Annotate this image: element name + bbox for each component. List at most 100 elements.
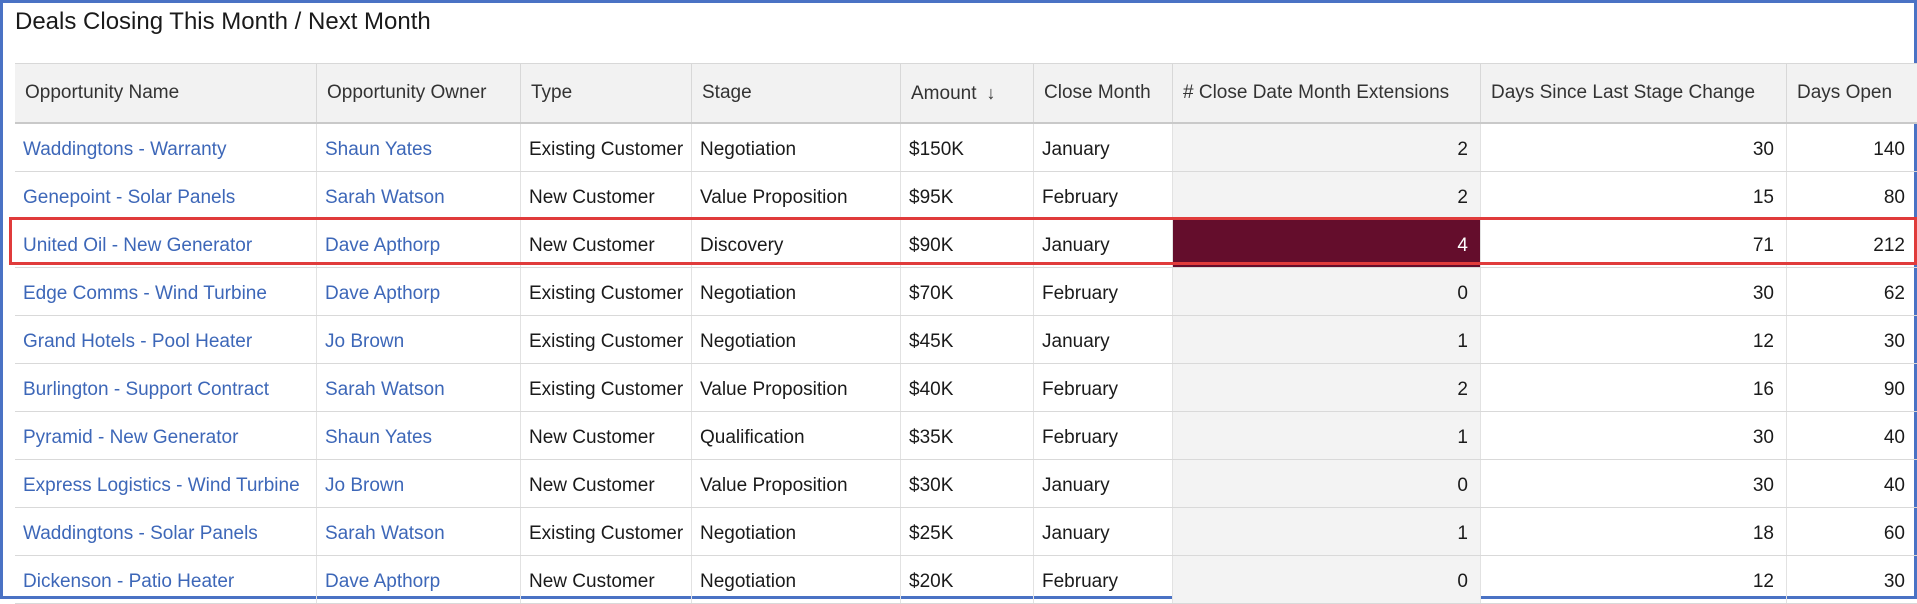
cell-days-open: 80 (1883, 187, 1905, 208)
cell-close-date-extensions: 2 (1173, 364, 1481, 411)
column-header-opportunity-name[interactable]: Opportunity Name (15, 64, 317, 122)
column-header-amount[interactable]: Amount ↓ (901, 64, 1034, 122)
cell-close-date-extensions: 1 (1173, 412, 1481, 459)
cell-days-open: 212 (1873, 235, 1905, 256)
cell-close-date-extensions: 1 (1173, 316, 1481, 363)
deals-table: Opportunity Name Opportunity Owner Type … (15, 63, 1917, 604)
cell-close-month: January (1034, 508, 1173, 555)
sort-descending-icon[interactable]: ↓ (986, 83, 996, 103)
table-row: Express Logistics - Wind Turbine Jo Brown… (15, 460, 1917, 508)
table-row: Waddingtons - Warranty Shaun Yates Existin… (15, 124, 1917, 172)
cell-opportunity-name[interactable]: Waddingtons - Warranty (15, 124, 317, 171)
cell-opportunity-owner[interactable]: Sarah Watson (317, 364, 521, 411)
cell-opportunity-owner[interactable]: Dave Apthorp (317, 268, 521, 315)
cell-close-date-extensions: 4 (1173, 220, 1481, 267)
cell-type: New Customer (521, 412, 692, 459)
cell-stage: Negotiation (692, 508, 901, 555)
cell-days-open: 40 (1883, 427, 1905, 448)
cell-opportunity-name[interactable]: Burlington - Support Contract (15, 364, 317, 411)
report-title: Deals Closing This Month / Next Month (15, 8, 431, 35)
column-header-close-month[interactable]: Close Month (1034, 64, 1173, 122)
cell-days-open: 30 (1883, 571, 1905, 592)
cell-days-open: 140 (1873, 139, 1905, 160)
cell-type: Existing Customer (521, 268, 692, 315)
cell-amount: $35K (901, 412, 1034, 459)
cell-amount: $25K (901, 508, 1034, 555)
cell-amount: $30K (901, 460, 1034, 507)
cell-days-open: 30 (1883, 331, 1905, 352)
cell-days-since-stage-change: 30 (1481, 268, 1787, 315)
cell-type: Existing Customer (521, 508, 692, 555)
cell-close-date-extensions: 1 (1173, 508, 1481, 555)
table-row: Edge Comms - Wind Turbine Dave Apthorp Exi… (15, 268, 1917, 316)
cell-opportunity-name[interactable]: Genepoint - Solar Panels (15, 172, 317, 219)
cell-days-since-stage-change: 71 (1481, 220, 1787, 267)
cell-days-since-stage-change: 12 (1481, 556, 1787, 603)
cell-close-month: January (1034, 316, 1173, 363)
cell-days-since-stage-change: 30 (1481, 412, 1787, 459)
cell-amount: $150K (901, 124, 1034, 171)
cell-close-date-extensions: 0 (1173, 268, 1481, 315)
cell-days-since-stage-change: 30 (1481, 124, 1787, 171)
cell-amount: $20K (901, 556, 1034, 603)
cell-opportunity-name[interactable]: Express Logistics - Wind Turbine (15, 460, 317, 507)
table-body: Waddingtons - Warranty Shaun Yates Existin… (15, 124, 1917, 604)
cell-opportunity-name[interactable]: Edge Comms - Wind Turbine (15, 268, 317, 315)
cell-stage: Negotiation (692, 268, 901, 315)
cell-opportunity-name[interactable]: Grand Hotels - Pool Heater (15, 316, 317, 363)
table-row: Grand Hotels - Pool Heater Jo Brown Existi… (15, 316, 1917, 364)
cell-days-since-stage-change: 18 (1481, 508, 1787, 555)
cell-opportunity-owner[interactable]: Dave Apthorp (317, 220, 521, 267)
cell-days-since-stage-change: 12 (1481, 316, 1787, 363)
cell-opportunity-name[interactable]: Waddingtons - Solar Panels (15, 508, 317, 555)
cell-opportunity-owner[interactable]: Shaun Yates (317, 124, 521, 171)
cell-close-month: February (1034, 268, 1173, 315)
cell-close-month: February (1034, 172, 1173, 219)
cell-close-month: February (1034, 556, 1173, 603)
cell-opportunity-name[interactable]: United Oil - New Generator (15, 220, 317, 267)
column-header-close-date-extensions[interactable]: # Close Date Month Extensions (1173, 64, 1481, 122)
column-header-opportunity-owner[interactable]: Opportunity Owner (317, 64, 521, 122)
cell-type: Existing Customer (521, 124, 692, 171)
cell-opportunity-owner[interactable]: Sarah Watson (317, 508, 521, 555)
table-row: Burlington - Support Contract Sarah Watso… (15, 364, 1917, 412)
cell-amount: $90K (901, 220, 1034, 267)
cell-stage: Value Proposition (692, 172, 901, 219)
column-header-days-since-stage-change[interactable]: Days Since Last Stage Change (1481, 64, 1787, 122)
cell-close-month: February (1034, 412, 1173, 459)
cell-days-open: 62 (1883, 283, 1905, 304)
cell-opportunity-owner[interactable]: Sarah Watson (317, 172, 521, 219)
cell-opportunity-owner[interactable]: Shaun Yates (317, 412, 521, 459)
cell-opportunity-owner[interactable]: Jo Brown (317, 316, 521, 363)
cell-opportunity-name[interactable]: Dickenson - Patio Heater (15, 556, 317, 603)
cell-close-month: February (1034, 364, 1173, 411)
cell-stage: Value Proposition (692, 364, 901, 411)
cell-days-open: 40 (1883, 475, 1905, 496)
table-header: Opportunity Name Opportunity Owner Type … (15, 63, 1917, 124)
column-header-amount-label: Amount (911, 83, 977, 104)
cell-opportunity-name[interactable]: Pyramid - New Generator (15, 412, 317, 459)
table-row: Waddingtons - Solar Panels Sarah Watson Ex… (15, 508, 1917, 556)
cell-days-since-stage-change: 16 (1481, 364, 1787, 411)
table-row: Pyramid - New Generator Shaun Yates New Cu… (15, 412, 1917, 460)
cell-stage: Discovery (692, 220, 901, 267)
cell-amount: $45K (901, 316, 1034, 363)
column-header-type[interactable]: Type (521, 64, 692, 122)
cell-opportunity-owner[interactable]: Dave Apthorp (317, 556, 521, 603)
column-header-days-open[interactable]: Days Open (1797, 82, 1893, 103)
cell-amount: $95K (901, 172, 1034, 219)
cell-close-date-extensions: 0 (1173, 556, 1481, 603)
table-row: Dickenson - Patio Heater Dave Apthorp New … (15, 556, 1917, 604)
cell-type: New Customer (521, 220, 692, 267)
cell-days-since-stage-change: 15 (1481, 172, 1787, 219)
cell-opportunity-owner[interactable]: Jo Brown (317, 460, 521, 507)
cell-stage: Value Proposition (692, 460, 901, 507)
cell-stage: Negotiation (692, 556, 901, 603)
table-row: United Oil - New Generator Dave Apthorp Ne… (15, 220, 1917, 268)
cell-stage: Negotiation (692, 316, 901, 363)
cell-close-month: January (1034, 124, 1173, 171)
cell-close-month: January (1034, 220, 1173, 267)
cell-days-since-stage-change: 30 (1481, 460, 1787, 507)
column-header-stage[interactable]: Stage (692, 64, 901, 122)
